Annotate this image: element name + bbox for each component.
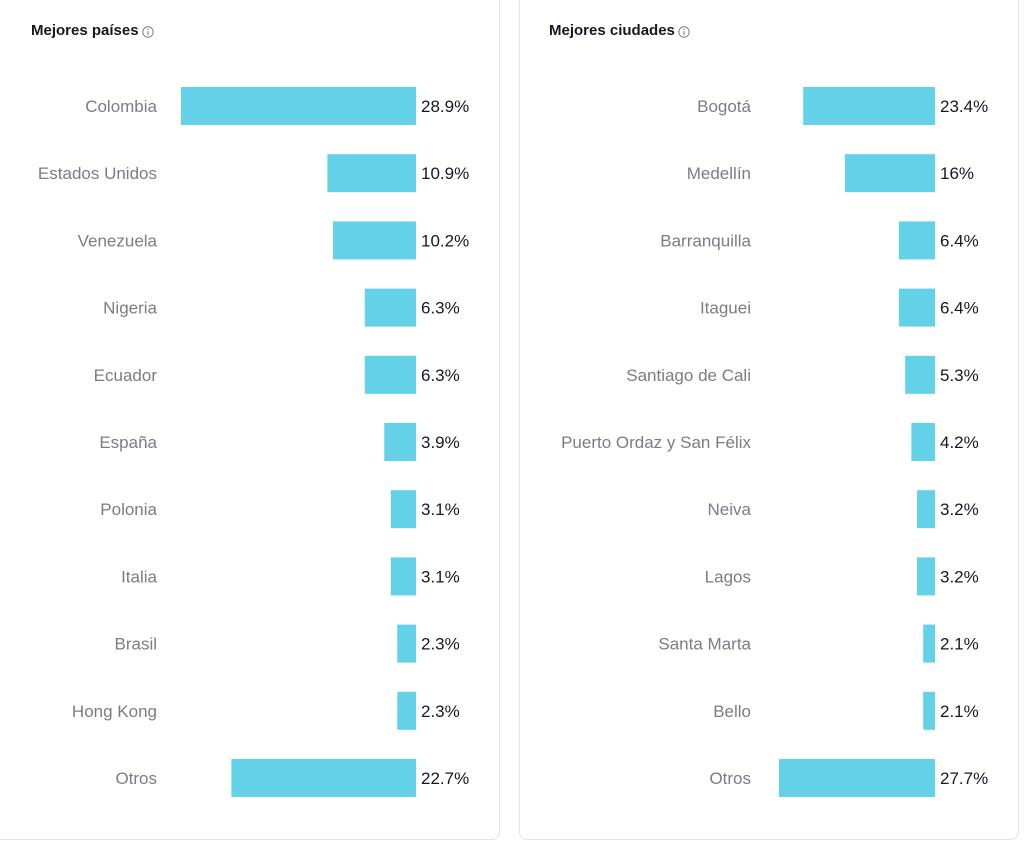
bar[interactable] xyxy=(181,87,416,125)
bar[interactable] xyxy=(923,691,935,730)
top-cities-title: Mejores ciudades xyxy=(549,22,675,39)
top-countries-chart: Colombia 28.9% Estados Unidos 10.9% Venezuel… xyxy=(38,87,469,797)
value-label: 5.3% xyxy=(940,366,979,385)
value-label: 28.9% xyxy=(421,97,469,116)
bar[interactable] xyxy=(390,490,416,529)
category-label: Neiva xyxy=(708,500,752,519)
category-label: Bello xyxy=(713,702,751,721)
bar[interactable] xyxy=(384,423,416,461)
bar[interactable] xyxy=(803,87,935,125)
category-label: Santiago de Cali xyxy=(626,366,751,385)
category-label: Polonia xyxy=(100,500,157,519)
info-icon[interactable] xyxy=(678,25,690,38)
bar[interactable] xyxy=(923,624,935,663)
value-label: 16% xyxy=(940,164,974,183)
value-label: 2.3% xyxy=(421,635,460,654)
category-label: Estados Unidos xyxy=(38,164,157,183)
bar[interactable] xyxy=(390,557,416,596)
value-label: 3.1% xyxy=(421,567,460,586)
bar[interactable] xyxy=(333,221,416,260)
value-label: 10.9% xyxy=(421,164,469,183)
value-label: 10.2% xyxy=(421,231,469,250)
bar[interactable] xyxy=(231,759,416,797)
value-label: 6.4% xyxy=(940,299,979,318)
category-label: Colombia xyxy=(85,97,157,116)
category-label: Otros xyxy=(115,769,157,788)
bar[interactable] xyxy=(844,154,935,193)
bar[interactable] xyxy=(916,557,935,596)
value-label: 6.4% xyxy=(940,231,979,250)
value-label: 2.1% xyxy=(940,635,979,654)
value-label: 27.7% xyxy=(940,769,988,788)
category-label: Bogotá xyxy=(697,97,751,116)
bar[interactable] xyxy=(911,423,935,461)
card-title: Mejores países xyxy=(31,22,154,39)
category-label: Medellín xyxy=(687,164,751,183)
category-label: Lagos xyxy=(705,567,751,586)
category-label: Itaguei xyxy=(700,299,751,318)
category-label: Venezuela xyxy=(78,231,158,250)
category-label: Ecuador xyxy=(94,366,158,385)
value-label: 3.1% xyxy=(421,500,460,519)
card-title: Mejores ciudades xyxy=(549,22,690,39)
bar[interactable] xyxy=(916,490,935,529)
category-label: Nigeria xyxy=(103,299,157,318)
value-label: 4.2% xyxy=(940,433,979,452)
bar[interactable] xyxy=(898,288,935,327)
bar[interactable] xyxy=(397,691,416,730)
bar[interactable] xyxy=(327,154,416,193)
value-label: 2.3% xyxy=(421,702,460,721)
category-label: Hong Kong xyxy=(72,702,157,721)
bar[interactable] xyxy=(364,355,416,394)
value-label: 3.9% xyxy=(421,433,460,452)
category-label: Italia xyxy=(121,567,157,586)
bar[interactable] xyxy=(905,355,935,394)
category-label: Otros xyxy=(709,769,751,788)
category-label: Barranquilla xyxy=(660,231,751,250)
top-countries-title: Mejores países xyxy=(31,22,139,39)
category-label: Puerto Ordaz y San Félix xyxy=(561,433,751,452)
value-label: 2.1% xyxy=(940,702,979,721)
top-cities-chart: Bogotá 23.4% Medellín 16% Barranquilla 6.4% It… xyxy=(561,87,988,797)
value-label: 6.3% xyxy=(421,366,460,385)
value-label: 22.7% xyxy=(421,769,469,788)
bar[interactable] xyxy=(397,624,416,663)
bar[interactable] xyxy=(779,759,935,797)
category-label: Santa Marta xyxy=(658,635,751,654)
value-label: 3.2% xyxy=(940,500,979,519)
top-cities-card: Mejores ciudades Bogotá 23.4% Medellín 16% B… xyxy=(519,0,1019,840)
bar[interactable] xyxy=(898,221,935,260)
top-countries-card: Mejores países Colombia 28.9% Estados Unid… xyxy=(0,0,500,840)
bar[interactable] xyxy=(364,288,416,327)
value-label: 3.2% xyxy=(940,567,979,586)
category-label: Brasil xyxy=(114,635,157,654)
info-icon[interactable] xyxy=(141,25,154,38)
value-label: 23.4% xyxy=(940,97,988,116)
value-label: 6.3% xyxy=(421,299,460,318)
category-label: España xyxy=(99,433,157,452)
